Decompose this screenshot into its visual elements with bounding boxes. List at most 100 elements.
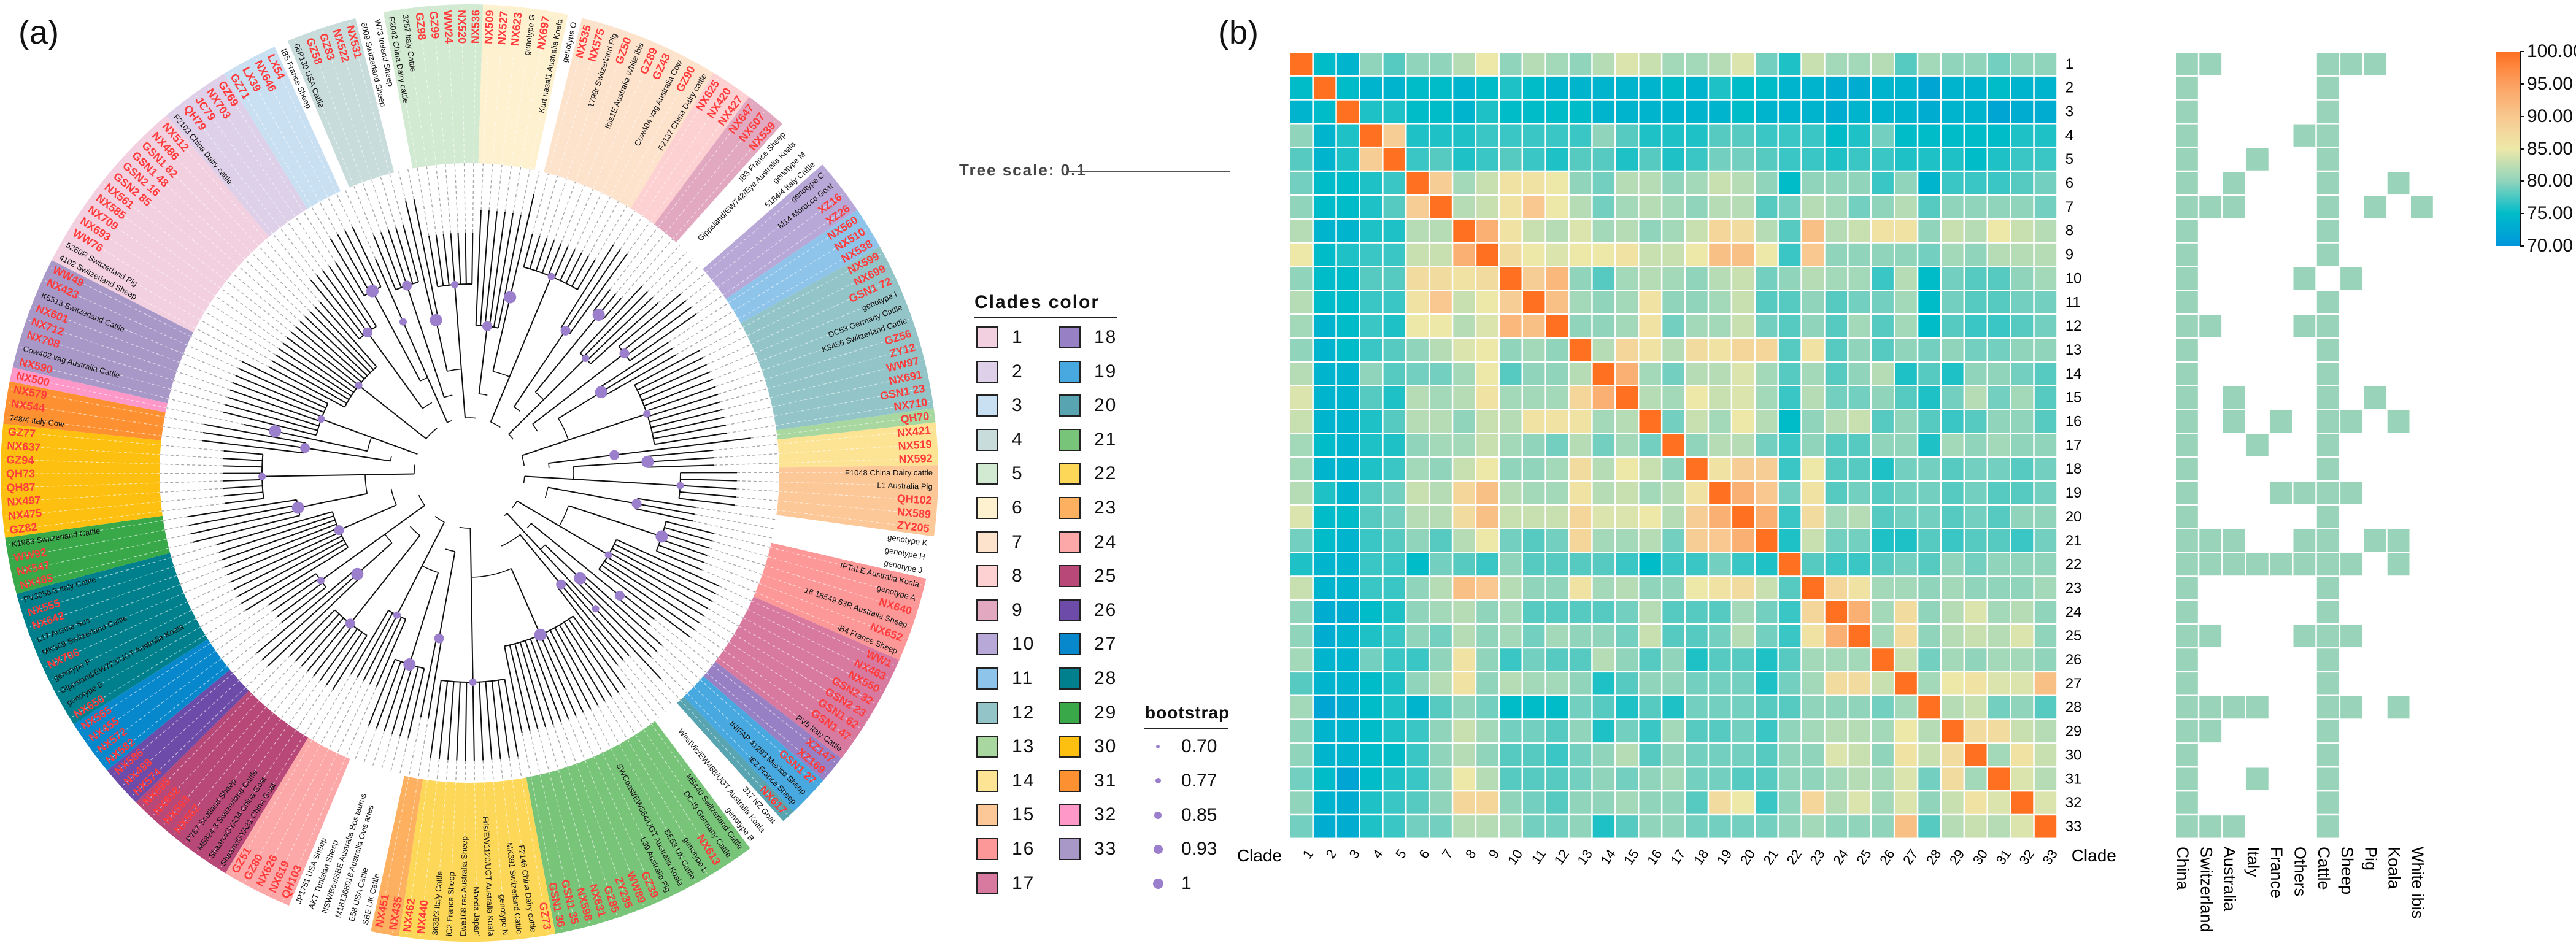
column-label: 10 xyxy=(1505,847,1526,867)
heatmap-cell xyxy=(1918,577,1940,600)
column-label: 12 xyxy=(1551,847,1573,867)
heatmap-cell xyxy=(1592,386,1615,409)
heatmap-cell xyxy=(1732,410,1754,433)
heatmap-cell xyxy=(1453,148,1475,171)
host-cell xyxy=(2246,767,2269,790)
bootstrap-node xyxy=(345,618,355,629)
heatmap-cell xyxy=(1639,672,1661,695)
heatmap-cell xyxy=(1476,553,1498,576)
leaf-guide-line xyxy=(133,686,246,796)
tree-branch xyxy=(218,515,334,553)
heatmap-cell xyxy=(1290,577,1313,600)
heatmap-cell xyxy=(1523,434,1545,456)
clade-swatch xyxy=(1059,531,1081,553)
heatmap-cell xyxy=(1848,648,1870,671)
bootstrap-node xyxy=(355,382,363,390)
heatmap-cell xyxy=(1406,482,1429,504)
heatmap-cell xyxy=(1523,219,1545,242)
heatmap-cell xyxy=(1290,767,1313,790)
tree-branch xyxy=(604,560,700,624)
tree-branch xyxy=(478,326,488,394)
heatmap-cell xyxy=(1290,339,1313,361)
host-cell xyxy=(2340,267,2362,290)
heatmap-cell xyxy=(1313,815,1336,838)
leaf-guide-line xyxy=(711,601,744,618)
leaf-label: L1 Australia Pig xyxy=(877,480,933,491)
clade-legend-item: 23 xyxy=(1059,497,1117,519)
heatmap-cell xyxy=(1313,148,1336,171)
tree-branch xyxy=(558,418,569,440)
leaf-guide-line xyxy=(295,216,330,267)
heatmap-cell xyxy=(1336,196,1359,218)
tree-branch xyxy=(319,628,358,682)
clade-legend-label: 6 xyxy=(1012,498,1024,518)
heatmap-cell xyxy=(1756,219,1778,242)
leaf-guide-line xyxy=(704,562,760,584)
leaf-guide-line xyxy=(530,776,563,930)
clade-band-18 xyxy=(703,661,842,781)
leaf-guide-line xyxy=(180,567,225,585)
heatmap-cell xyxy=(1616,53,1638,75)
tree-branch xyxy=(549,629,592,709)
heatmap-cell xyxy=(1872,148,1894,171)
leaf-guide-line xyxy=(220,734,305,867)
heatmap-cell xyxy=(1732,767,1754,790)
heatmap-cell xyxy=(1778,672,1801,695)
clade-band-9 xyxy=(654,96,782,242)
column-label: 27 xyxy=(1900,847,1921,867)
heatmap-cell xyxy=(1965,458,1987,480)
heatmap-cell xyxy=(1965,434,1987,456)
leaf-guide-line xyxy=(776,519,930,544)
tree-branch xyxy=(641,371,711,401)
heatmap-cell xyxy=(2011,744,2034,766)
heatmap-cell xyxy=(1383,720,1405,743)
heatmap-cell xyxy=(1313,577,1336,600)
heatmap-cell xyxy=(2034,696,2057,719)
heatmap-cell xyxy=(1569,148,1592,171)
heatmap-cell xyxy=(1872,243,1894,266)
heatmap-cell xyxy=(1476,219,1498,242)
heatmap-cell xyxy=(1313,291,1336,313)
leaf-guide-line xyxy=(492,9,505,164)
heatmap-cell xyxy=(1569,815,1592,838)
heatmap-cell xyxy=(1732,791,1754,814)
heatmap-cell xyxy=(1569,672,1592,695)
clade-legend-label: 4 xyxy=(1012,429,1024,450)
leaf-guide-line xyxy=(627,221,651,255)
leaf-guide-line xyxy=(21,557,172,601)
tree-branch xyxy=(506,513,596,609)
tree-branch xyxy=(511,568,541,636)
host-cell xyxy=(2316,577,2339,600)
heatmap-cell xyxy=(1686,124,1708,147)
heatmap-cell xyxy=(2011,53,2034,75)
heatmap-cell xyxy=(1965,267,1987,290)
host-cell xyxy=(2176,672,2198,695)
heatmap-cell xyxy=(1569,506,1592,528)
tree-branch xyxy=(290,609,336,656)
heatmap-cell xyxy=(1639,219,1661,242)
heatmap-cell xyxy=(1918,243,1940,266)
leaf-label: F1048 China Dairy cattle xyxy=(844,467,933,477)
heatmap-cell xyxy=(1825,339,1848,361)
heatmap-cell xyxy=(1546,124,1568,147)
heatmap-cell xyxy=(1895,243,1917,266)
heatmap-cell xyxy=(1453,76,1475,99)
leaf-guide-line xyxy=(687,693,797,805)
heatmap-cell xyxy=(1523,625,1545,647)
heatmap-cell xyxy=(1732,553,1754,576)
tree-branch xyxy=(583,291,648,357)
host-cell xyxy=(2316,672,2339,695)
heatmap-cell xyxy=(1360,744,1382,766)
host-cell xyxy=(2176,434,2198,456)
column-label: 11 xyxy=(1529,847,1549,867)
heatmap-cell xyxy=(1313,696,1336,719)
heatmap-cell xyxy=(1732,267,1754,290)
clade-swatch xyxy=(976,531,998,553)
clade-legend-label: 14 xyxy=(1012,770,1035,791)
leaf-guide-line xyxy=(233,739,313,875)
tree-branch xyxy=(390,488,397,506)
heatmap-cell xyxy=(1430,434,1452,456)
column-label: 19 xyxy=(1714,847,1735,867)
heatmap-cell xyxy=(1965,625,1987,647)
heatmap-cell xyxy=(1709,625,1731,647)
